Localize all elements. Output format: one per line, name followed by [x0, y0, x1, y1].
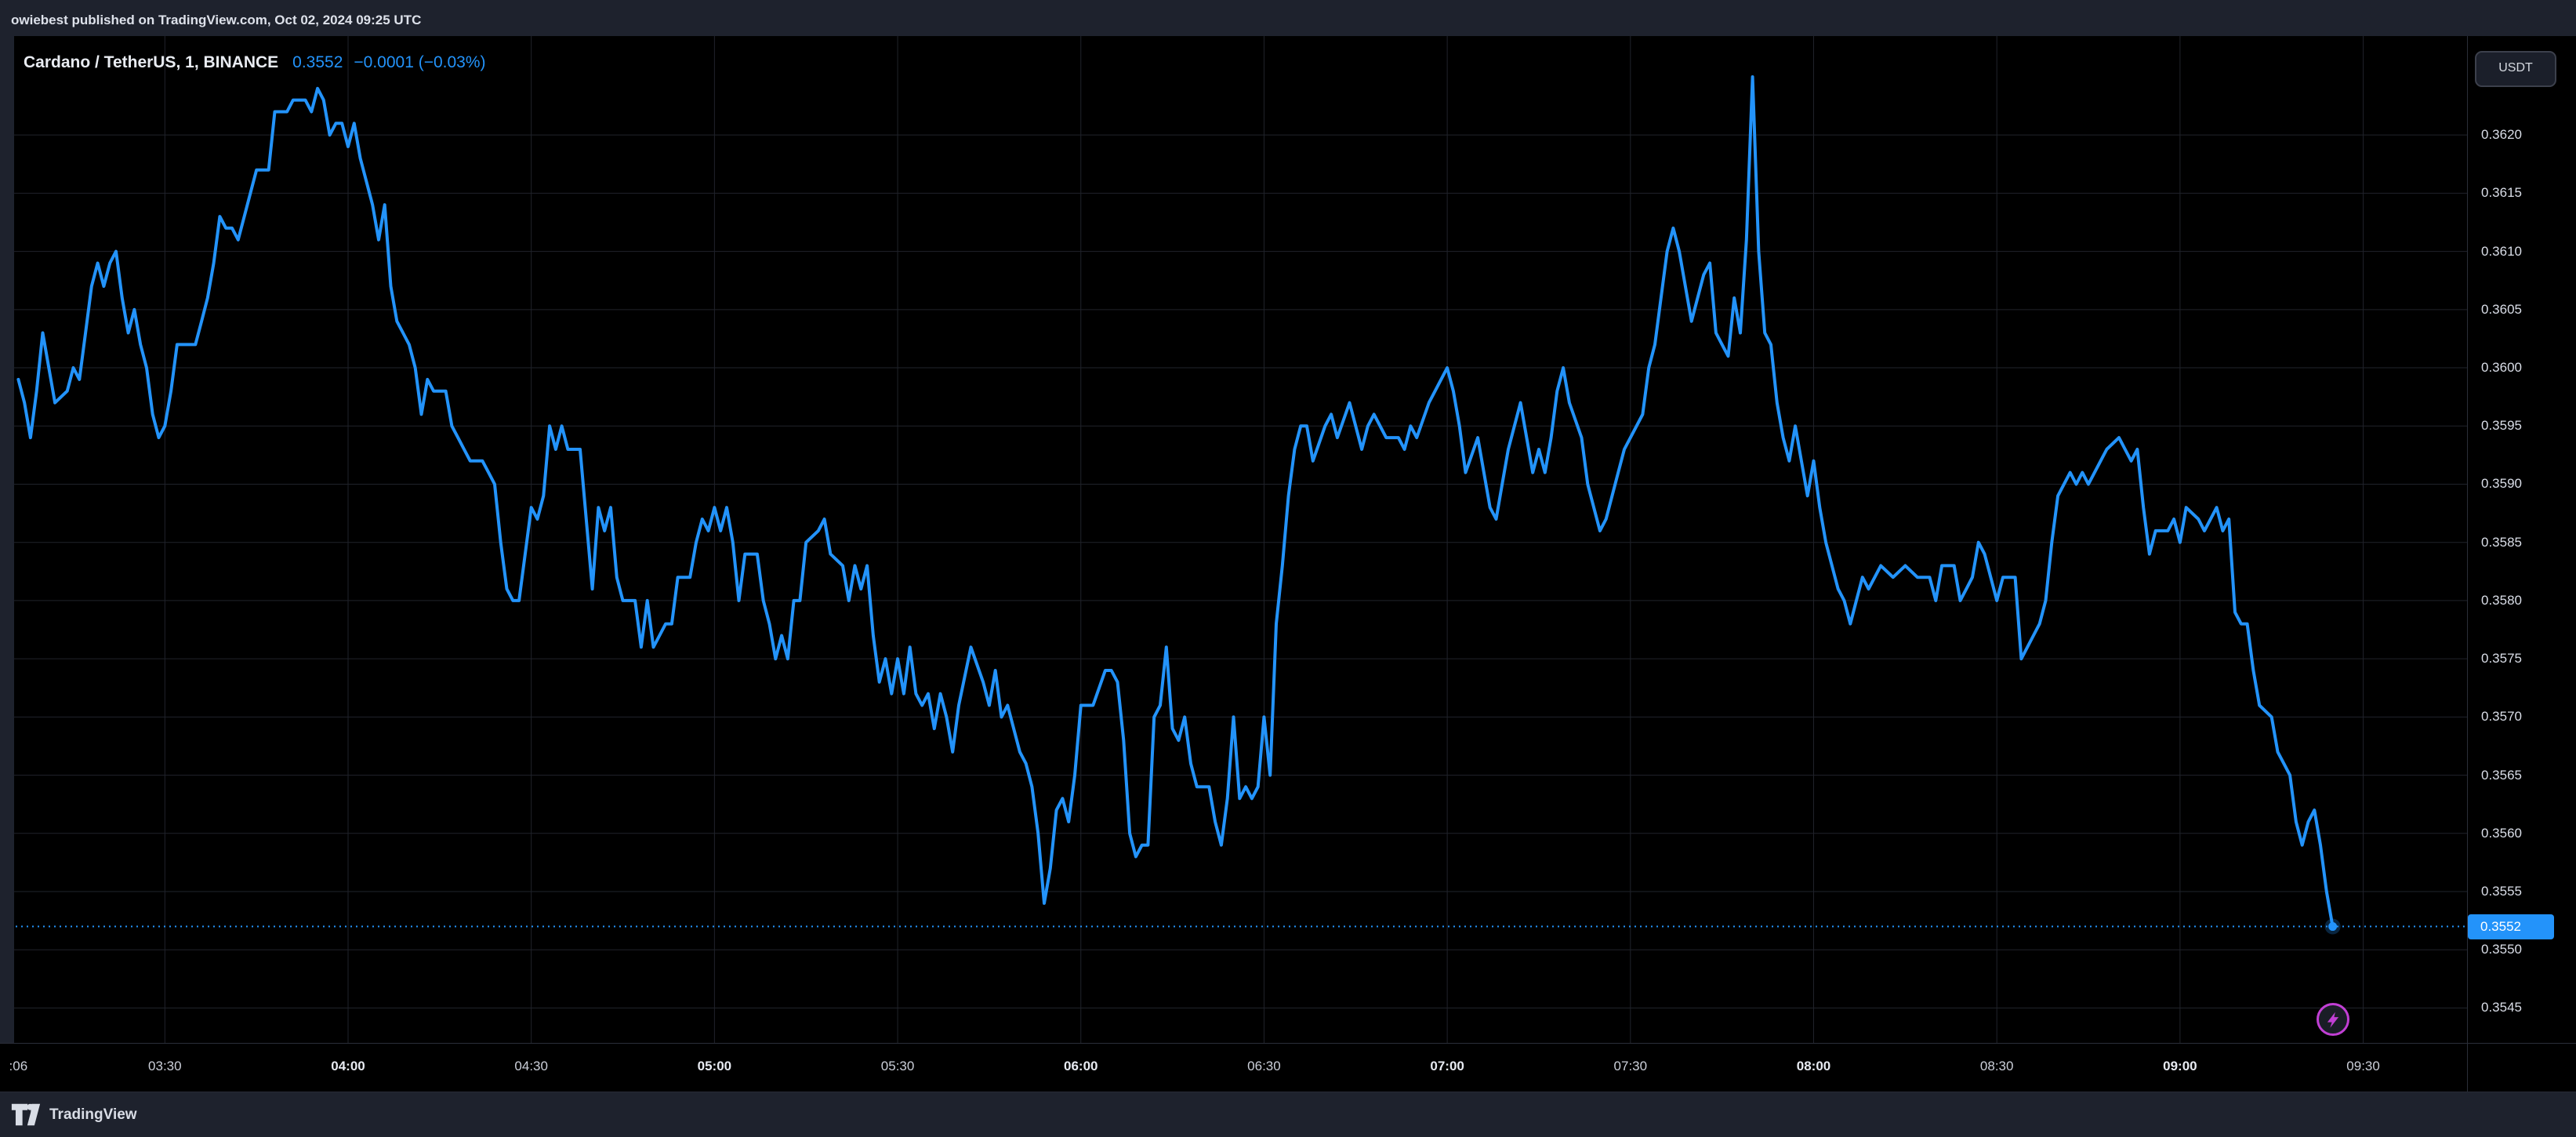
time-tick: 06:30 [1247, 1059, 1281, 1073]
time-tick: 09:00 [2163, 1059, 2197, 1073]
price-tick: 0.3545 [2481, 1000, 2522, 1015]
time-tick: 07:00 [1430, 1059, 1464, 1073]
time-axis[interactable]: :06 03:30 04:00 04:30 05:00 05:30 06:00 06:30 07… [0, 1043, 2576, 1092]
lightning-icon [2327, 1012, 2338, 1029]
axis-corner-divider [2467, 1044, 2468, 1092]
chart-plot-area[interactable] [0, 36, 2467, 1043]
time-tick: 03:30 [148, 1059, 182, 1073]
time-tick: 07:30 [1613, 1059, 1648, 1073]
price-tick: 0.3620 [2481, 127, 2522, 143]
price-tick: 0.3615 [2481, 185, 2522, 201]
chart-legend: Cardano / TetherUS, 1, BINANCE 0.3552 −0… [24, 53, 486, 72]
tradingview-brand-link[interactable]: TradingView [49, 1106, 137, 1123]
price-change: −0.0001 (−0.03%) [354, 53, 486, 71]
price-tick: 0.3560 [2481, 825, 2522, 841]
price-tick: 0.3605 [2481, 301, 2522, 317]
footer-bar: TradingView [0, 1092, 2576, 1137]
price-tick: 0.3585 [2481, 534, 2522, 550]
price-tick: 0.3555 [2481, 884, 2522, 899]
price-line [16, 75, 2335, 928]
publication-text: owiebest published on TradingView.com, O… [11, 13, 422, 27]
time-tick: 08:30 [1979, 1059, 2014, 1073]
time-tick: 05:30 [880, 1059, 915, 1073]
price-tick: 0.3570 [2481, 709, 2522, 725]
currency-toggle-button[interactable]: USDT [2475, 51, 2556, 87]
time-tick: 04:00 [331, 1059, 365, 1073]
time-tick: :06 [9, 1059, 28, 1073]
time-tick: 09:30 [2346, 1059, 2380, 1073]
left-background-strip [0, 36, 14, 1043]
symbol-title: Cardano / TetherUS, 1, BINANCE [24, 53, 279, 71]
price-axis[interactable]: USDT 0.3620 0.3615 0.3610 0.3605 0.3600 0.359… [2467, 36, 2576, 1043]
last-price: 0.3552 [292, 53, 343, 71]
time-tick: 06:00 [1064, 1059, 1098, 1073]
time-tick: 05:00 [697, 1059, 732, 1073]
price-tick: 0.3600 [2481, 360, 2522, 376]
price-line-chart[interactable] [0, 36, 2467, 1043]
current-price-label: 0.3552 [2468, 914, 2554, 939]
tradingview-logo-icon [11, 1103, 41, 1126]
price-tick: 0.3610 [2481, 243, 2522, 259]
price-tick: 0.3580 [2481, 592, 2522, 608]
price-tick: 0.3595 [2481, 418, 2522, 434]
flash-marker-button[interactable] [2316, 1003, 2349, 1037]
price-tick: 0.3550 [2481, 942, 2522, 957]
time-tick: 04:30 [514, 1059, 548, 1073]
price-tick: 0.3590 [2481, 476, 2522, 492]
time-tick: 08:00 [1796, 1059, 1831, 1073]
last-point-dot [2328, 922, 2338, 932]
publication-bar: owiebest published on TradingView.com, O… [0, 0, 2576, 36]
price-tick: 0.3565 [2481, 767, 2522, 783]
price-tick: 0.3575 [2481, 651, 2522, 667]
